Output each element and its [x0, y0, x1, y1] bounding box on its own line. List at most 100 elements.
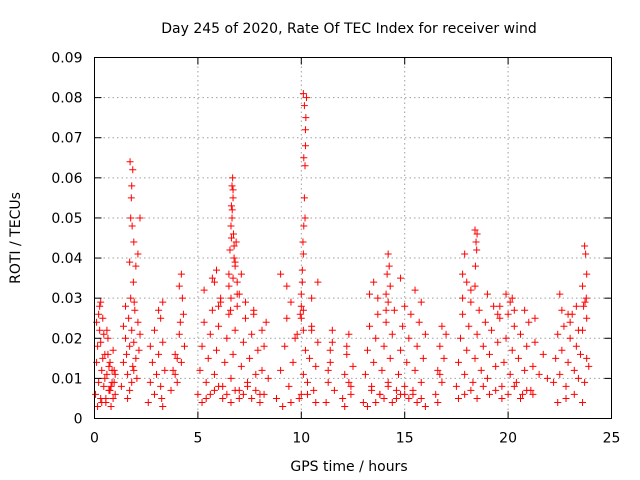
data-point — [264, 374, 272, 382]
data-point — [210, 386, 218, 394]
data-point — [229, 186, 237, 194]
data-point — [345, 378, 353, 386]
data-point — [417, 298, 425, 306]
data-point — [132, 262, 140, 270]
data-point — [289, 358, 297, 366]
data-point — [397, 346, 405, 354]
data-point — [130, 238, 138, 246]
data-point — [328, 338, 336, 346]
data-point — [417, 394, 425, 402]
data-point — [473, 330, 481, 338]
data-point — [326, 346, 334, 354]
data-point — [419, 354, 427, 362]
data-point — [302, 94, 310, 102]
data-point — [583, 354, 591, 362]
x-tick-label: 20 — [499, 431, 517, 447]
data-point — [291, 334, 299, 342]
data-point — [413, 342, 421, 350]
data-points — [92, 90, 593, 410]
data-point — [169, 366, 177, 374]
data-point — [519, 390, 527, 398]
data-point — [277, 366, 285, 374]
data-point — [232, 238, 240, 246]
data-point — [366, 322, 374, 330]
data-point — [467, 386, 475, 394]
data-point — [129, 166, 137, 174]
data-point — [479, 382, 487, 390]
data-point — [233, 302, 241, 310]
data-point — [490, 302, 498, 310]
data-point — [155, 306, 163, 314]
data-point — [215, 382, 223, 390]
data-point — [179, 310, 187, 318]
data-point — [260, 390, 268, 398]
data-point — [572, 342, 580, 350]
data-point — [463, 346, 471, 354]
data-point — [206, 390, 214, 398]
data-point — [227, 306, 235, 314]
data-point — [157, 382, 165, 390]
data-point — [134, 250, 142, 258]
data-point — [175, 330, 183, 338]
data-point — [550, 378, 558, 386]
data-point — [144, 398, 152, 406]
data-point — [574, 326, 582, 334]
data-point — [262, 318, 270, 326]
data-point — [383, 270, 391, 278]
data-point — [374, 294, 382, 302]
data-point — [461, 250, 469, 258]
data-point — [295, 394, 303, 402]
data-point — [175, 282, 183, 290]
data-point — [301, 142, 309, 150]
data-point — [228, 206, 236, 214]
data-point — [347, 382, 355, 390]
data-point — [386, 354, 394, 362]
data-point — [583, 314, 591, 322]
data-point — [481, 318, 489, 326]
y-tick-label: 0.07 — [51, 131, 82, 147]
data-point — [459, 270, 467, 278]
y-tick-label: 0.06 — [51, 171, 82, 187]
data-point — [574, 374, 582, 382]
data-point — [229, 230, 237, 238]
data-point — [159, 298, 167, 306]
data-point — [504, 310, 512, 318]
data-point — [136, 330, 144, 338]
data-point — [124, 370, 132, 378]
data-point — [349, 362, 357, 370]
x-tick-label: 5 — [193, 431, 202, 447]
data-point — [194, 390, 202, 398]
data-point — [580, 302, 588, 310]
data-point — [566, 334, 574, 342]
data-point — [328, 326, 336, 334]
data-point — [436, 342, 444, 350]
data-point — [510, 382, 518, 390]
data-point — [100, 382, 108, 390]
data-point — [417, 378, 425, 386]
data-point — [467, 298, 475, 306]
data-point — [227, 374, 235, 382]
data-point — [127, 294, 135, 302]
data-point — [285, 382, 293, 390]
data-point — [376, 390, 384, 398]
data-point — [293, 330, 301, 338]
data-point — [204, 354, 212, 362]
data-point — [304, 378, 312, 386]
data-point — [301, 346, 309, 354]
data-point — [299, 90, 307, 98]
y-tick-label: 0.04 — [51, 251, 82, 267]
data-point — [230, 254, 238, 262]
data-point — [512, 378, 520, 386]
data-point — [219, 394, 227, 402]
data-point — [99, 314, 107, 322]
data-point — [258, 366, 266, 374]
data-point — [279, 402, 287, 410]
data-point — [314, 278, 322, 286]
data-point — [463, 278, 471, 286]
data-point — [103, 326, 111, 334]
data-point — [380, 394, 388, 402]
data-point — [388, 398, 396, 406]
data-point — [150, 390, 158, 398]
data-point — [177, 358, 185, 366]
data-point — [324, 366, 332, 374]
